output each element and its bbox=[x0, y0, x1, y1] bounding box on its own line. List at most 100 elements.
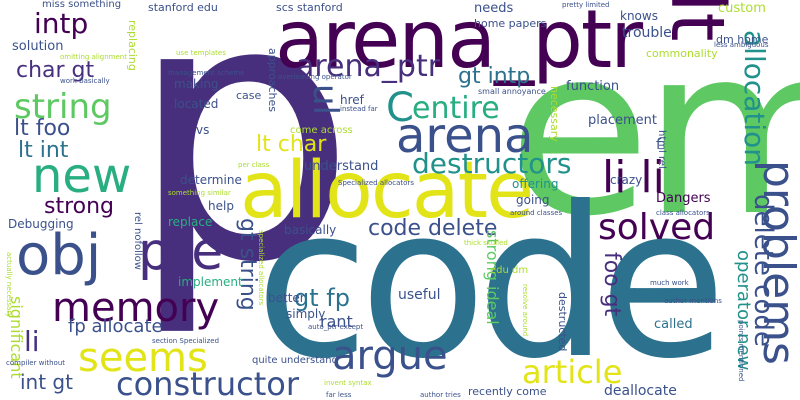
cloud-word: trouble bbox=[622, 25, 672, 41]
cloud-word: actually necessary bbox=[5, 252, 13, 318]
cloud-word: making bbox=[174, 77, 219, 91]
cloud-word: per class bbox=[238, 161, 270, 169]
cloud-word: C bbox=[386, 85, 414, 131]
cloud-word: href bbox=[340, 93, 364, 107]
cloud-word: something similar bbox=[168, 189, 231, 197]
cloud-word: memory bbox=[52, 285, 220, 331]
cloud-word: article bbox=[522, 353, 623, 391]
cloud-word: approaches bbox=[266, 48, 279, 112]
cloud-word: intp bbox=[34, 7, 89, 40]
cloud-word: compiler without bbox=[6, 359, 66, 367]
cloud-word: home papers bbox=[474, 17, 547, 30]
cloud-word: miss something bbox=[42, 0, 122, 10]
cloud-word: arena bbox=[396, 108, 534, 164]
cloud-word: seems bbox=[78, 335, 208, 381]
cloud-word: section Specialized bbox=[152, 337, 220, 345]
cloud-word: gt string bbox=[235, 218, 260, 311]
cloud-word: html rel bbox=[656, 130, 667, 169]
cloud-word: Debugging bbox=[8, 217, 74, 231]
cloud-word: gt intp bbox=[458, 64, 531, 89]
cloud-word: around classes bbox=[510, 209, 563, 217]
cloud-word: useful bbox=[398, 287, 441, 303]
cloud-word: less ambiguous bbox=[714, 41, 769, 49]
cloud-word: allocation bbox=[738, 30, 771, 167]
cloud-word: code bbox=[255, 163, 727, 400]
cloud-word: case bbox=[236, 89, 262, 102]
cloud-word: points mentioned bbox=[737, 320, 745, 382]
cloud-word: lt foo bbox=[14, 116, 71, 141]
cloud-word: entire bbox=[412, 91, 500, 126]
cloud-word: vs bbox=[196, 123, 210, 137]
cloud-word: determine bbox=[180, 173, 242, 187]
cloud-word: help bbox=[208, 199, 234, 213]
cloud-word: stanford edu bbox=[148, 1, 218, 14]
cloud-word: custom bbox=[718, 1, 766, 16]
cloud-word: int gt bbox=[20, 370, 73, 394]
cloud-word: rel nofollow bbox=[132, 212, 143, 270]
cloud-word: pretty limited bbox=[562, 1, 610, 9]
cloud-word: author tries bbox=[420, 391, 461, 399]
cloud-word: implement bbox=[178, 275, 243, 289]
cloud-word: replace bbox=[168, 215, 213, 229]
cloud-word: placement bbox=[588, 113, 657, 128]
cloud-word: overloading operator bbox=[278, 73, 352, 81]
cloud-word: destructors bbox=[412, 147, 572, 180]
cloud-word: understand bbox=[304, 159, 379, 174]
cloud-word: located bbox=[174, 97, 219, 111]
cloud-word: allocate bbox=[240, 146, 534, 236]
cloud-word: better bbox=[268, 291, 305, 305]
cloud-word: fp allocate bbox=[68, 316, 163, 337]
cloud-word: li bbox=[24, 325, 40, 358]
cloud-word: pre bbox=[138, 222, 224, 282]
cloud-word: gt fp bbox=[294, 284, 350, 312]
cloud-word: Dangers bbox=[656, 191, 711, 206]
cloud-word: management scheme bbox=[168, 69, 245, 77]
cloud-word: basically bbox=[284, 223, 337, 237]
cloud-word: scs stanford bbox=[276, 1, 343, 14]
cloud-word: omitting alignment bbox=[60, 53, 127, 61]
cloud-word: arena_ptr bbox=[275, 0, 643, 86]
cloud-word: small annoyance bbox=[478, 87, 546, 96]
cloud-word: deallocate bbox=[604, 383, 677, 399]
cloud-word: string bbox=[14, 87, 112, 127]
cloud-word: char gt bbox=[16, 58, 95, 83]
cloud-word: called bbox=[654, 317, 693, 332]
cloud-word: going bbox=[516, 193, 550, 207]
cloud-word: author mentions bbox=[664, 297, 722, 305]
cloud-word: needs bbox=[474, 1, 514, 16]
cloud-word: class allocators bbox=[656, 209, 710, 217]
cloud-word: commonality bbox=[646, 47, 718, 60]
cloud-word: specialized allocators bbox=[257, 230, 265, 306]
cloud-word: lt char bbox=[256, 132, 327, 157]
cloud-word: come across bbox=[290, 125, 353, 136]
cloud-word: strong bbox=[44, 194, 115, 219]
cloud-word: code delete bbox=[368, 216, 498, 241]
cloud-word: much work bbox=[650, 279, 689, 287]
cloud-word: replacing bbox=[126, 20, 139, 71]
cloud-word: recently come bbox=[468, 385, 547, 398]
cloud-word: solved bbox=[598, 207, 716, 248]
cloud-word: argue bbox=[332, 333, 448, 379]
cloud-word: instead far bbox=[340, 105, 378, 113]
cloud-word: function bbox=[566, 79, 620, 94]
cloud-word: use templates bbox=[176, 49, 226, 57]
cloud-word: solution bbox=[12, 39, 64, 54]
cloud-word: necessary bbox=[548, 86, 561, 142]
cloud-word: simply bbox=[286, 307, 326, 321]
cloud-word: constructor bbox=[116, 365, 299, 400]
cloud-word: arena_ptr bbox=[296, 49, 441, 84]
cloud-word: thick skulled bbox=[464, 239, 508, 247]
cloud-word: lt int bbox=[18, 138, 69, 163]
cloud-word: crazy bbox=[610, 173, 643, 187]
cloud-word: quite understand bbox=[252, 355, 338, 366]
cloud-word: Specialized allocators bbox=[338, 179, 414, 187]
cloud-word: offering bbox=[512, 177, 559, 191]
cloud-word: invent syntax bbox=[324, 379, 372, 387]
cloud-word: far less bbox=[326, 391, 352, 399]
cloud-word: foo gt bbox=[599, 252, 624, 317]
cloud-word: em bbox=[508, 0, 800, 267]
cloud-word: dm home bbox=[716, 33, 769, 46]
cloud-word: auto_ptr except bbox=[308, 323, 364, 331]
cloud-word: resolve around bbox=[521, 284, 529, 337]
